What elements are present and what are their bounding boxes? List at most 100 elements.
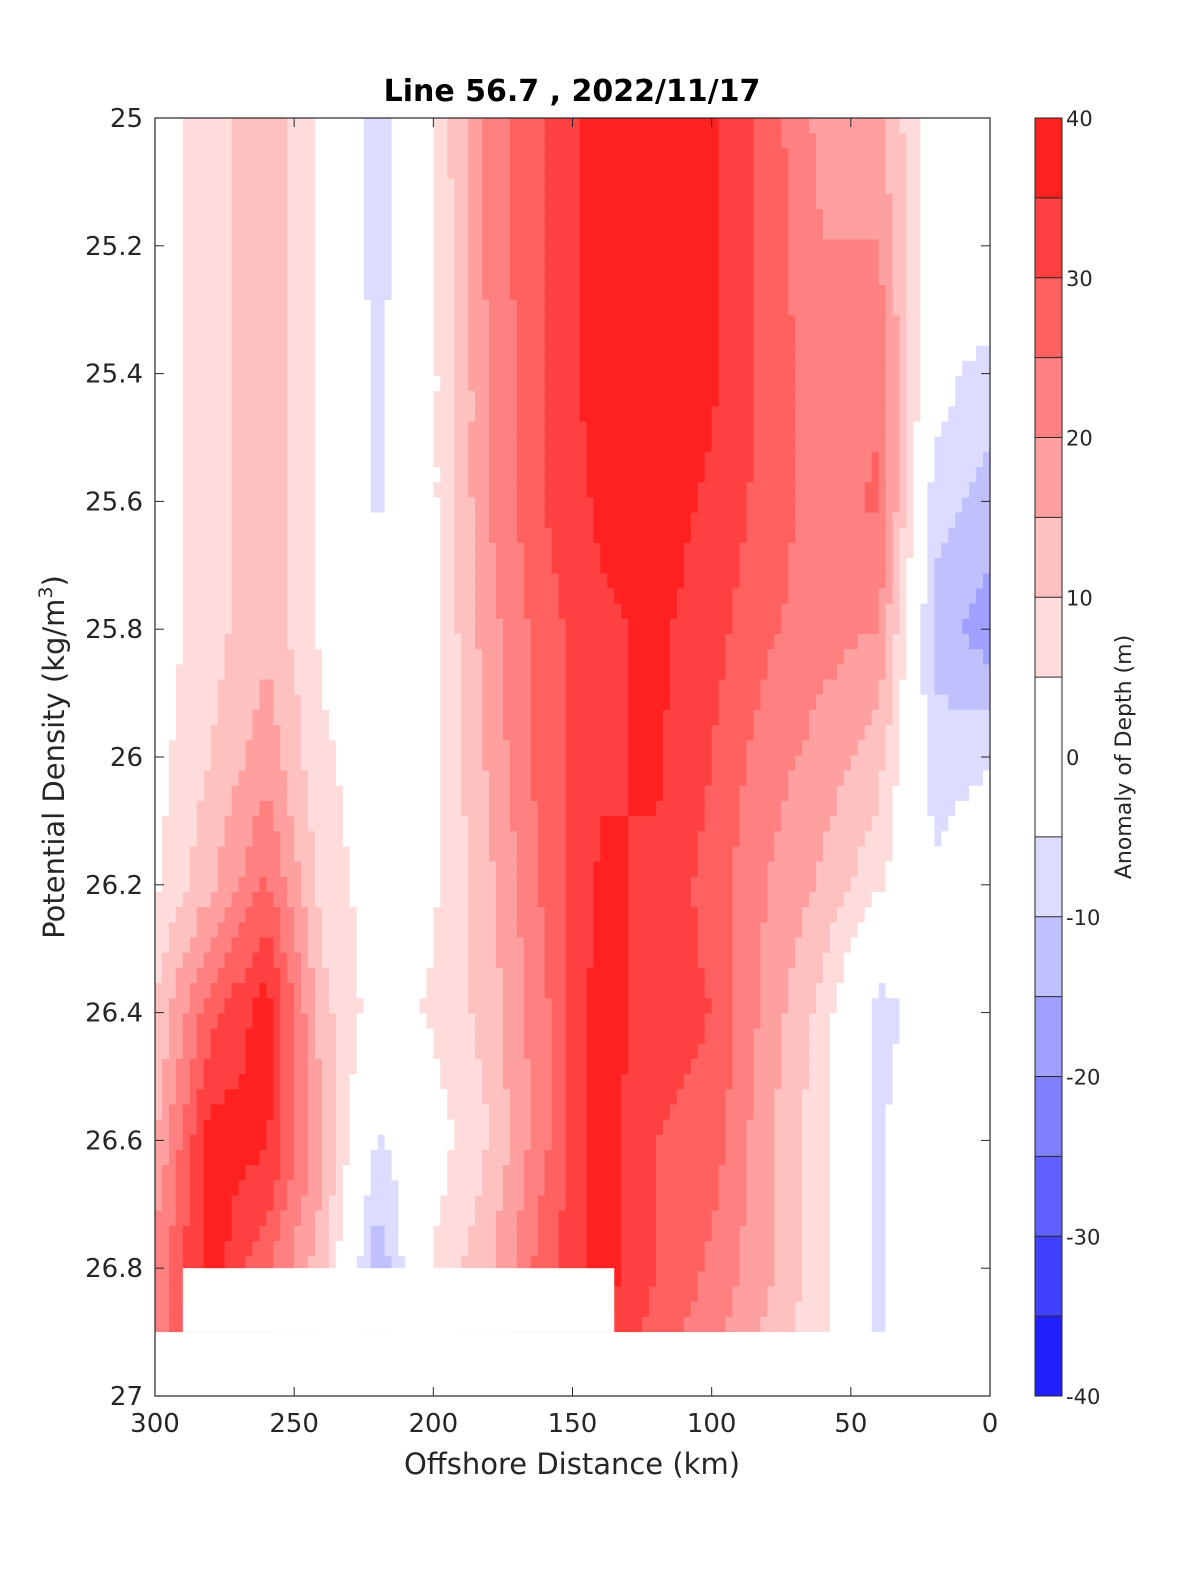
- heatmap-cell: [516, 558, 525, 574]
- heatmap-cell: [746, 315, 755, 332]
- heatmap-cell: [899, 315, 908, 332]
- heatmap-cell: [475, 193, 483, 210]
- heatmap-cell: [767, 360, 775, 377]
- heatmap-cell: [495, 527, 504, 544]
- heatmap-cell: [586, 497, 594, 514]
- heatmap-cell: [363, 603, 372, 620]
- heatmap-cell: [238, 482, 247, 499]
- heatmap-cell: [829, 284, 838, 301]
- heatmap-cell: [572, 284, 581, 301]
- heatmap-cell: [384, 300, 393, 316]
- heatmap-cell: [245, 709, 254, 726]
- heatmap-cell: [155, 588, 163, 605]
- heatmap-cell: [405, 740, 414, 757]
- heatmap-cell: [175, 573, 184, 590]
- heatmap-cell: [203, 709, 212, 726]
- heatmap-cell: [356, 300, 365, 316]
- heatmap-cell: [739, 633, 748, 650]
- heatmap-cell: [836, 360, 845, 377]
- heatmap-cell: [885, 118, 894, 134]
- heatmap-cell: [635, 406, 643, 423]
- heatmap-cell: [565, 497, 574, 514]
- heatmap-cell: [690, 148, 699, 165]
- heatmap-cell: [509, 254, 518, 271]
- heatmap-cell: [509, 709, 518, 726]
- heatmap-cell: [349, 664, 358, 681]
- heatmap-cell: [482, 633, 490, 650]
- heatmap-cell: [502, 679, 511, 696]
- heatmap-cell: [294, 224, 302, 241]
- heatmap-cell: [161, 558, 170, 574]
- heatmap-cell: [447, 224, 455, 241]
- heatmap-cell: [489, 239, 497, 256]
- heatmap-cell: [155, 725, 163, 741]
- heatmap-cell: [656, 527, 664, 544]
- heatmap-cell: [461, 482, 469, 499]
- heatmap-cell: [308, 300, 316, 316]
- heatmap-cell: [301, 330, 309, 347]
- heatmap-cell: [280, 725, 288, 741]
- heatmap-cell: [273, 603, 281, 620]
- heatmap-cell: [551, 406, 560, 423]
- heatmap-cell: [294, 709, 302, 726]
- heatmap-cell: [955, 558, 963, 574]
- heatmap-cell: [941, 148, 949, 165]
- heatmap-cell: [342, 406, 351, 423]
- heatmap-cell: [725, 725, 734, 741]
- heatmap-cell: [495, 649, 504, 665]
- heatmap-cell: [725, 345, 734, 362]
- heatmap-cell: [565, 527, 574, 544]
- heatmap-cell: [788, 239, 796, 256]
- heatmap-cell: [231, 618, 240, 635]
- heatmap-cell: [523, 224, 532, 241]
- heatmap-cell: [391, 588, 400, 605]
- heatmap-cell: [217, 633, 226, 650]
- heatmap-cell: [836, 558, 845, 574]
- heatmap-cell: [495, 239, 504, 256]
- heatmap-cell: [266, 345, 274, 362]
- heatmap-cell: [878, 209, 887, 225]
- heatmap-cell: [816, 360, 824, 377]
- heatmap-cell: [391, 148, 400, 165]
- heatmap-cell: [739, 618, 748, 635]
- heatmap-cell: [843, 376, 852, 392]
- heatmap-cell: [586, 542, 594, 559]
- heatmap-cell: [161, 421, 170, 438]
- heatmap-cell: [161, 436, 170, 453]
- heatmap-cell: [906, 436, 915, 453]
- heatmap-cell: [433, 573, 441, 590]
- heatmap-cell: [753, 300, 761, 316]
- heatmap-cell: [544, 649, 553, 665]
- heatmap-cell: [676, 133, 685, 149]
- heatmap-cell: [482, 148, 490, 165]
- heatmap-cell: [231, 527, 240, 544]
- heatmap-cell: [962, 542, 970, 559]
- heatmap-cell: [788, 254, 796, 271]
- heatmap-cell: [475, 664, 483, 681]
- heatmap-cell: [795, 467, 803, 483]
- heatmap-cell: [287, 300, 295, 316]
- heatmap-cell: [829, 709, 838, 726]
- heatmap-cell: [969, 558, 977, 574]
- heatmap-cell: [259, 603, 267, 620]
- heatmap-cell: [586, 376, 594, 392]
- heatmap-cell: [614, 118, 622, 134]
- heatmap-cell: [649, 376, 657, 392]
- heatmap-cell: [370, 163, 379, 180]
- heatmap-cell: [690, 376, 699, 392]
- heatmap-cell: [753, 163, 761, 180]
- heatmap-cell: [969, 573, 977, 590]
- heatmap-cell: [788, 133, 796, 149]
- heatmap-cell: [823, 664, 831, 681]
- heatmap-cell: [732, 436, 741, 453]
- heatmap-cell: [168, 209, 177, 225]
- heatmap-cell: [690, 618, 699, 635]
- heatmap-cell: [850, 664, 859, 681]
- heatmap-cell: [739, 588, 748, 605]
- heatmap-cell: [468, 133, 476, 149]
- heatmap-cell: [802, 558, 810, 574]
- heatmap-cell: [753, 284, 761, 301]
- heatmap-cell: [816, 664, 824, 681]
- heatmap-cell: [335, 178, 344, 195]
- heatmap-cell: [426, 133, 434, 149]
